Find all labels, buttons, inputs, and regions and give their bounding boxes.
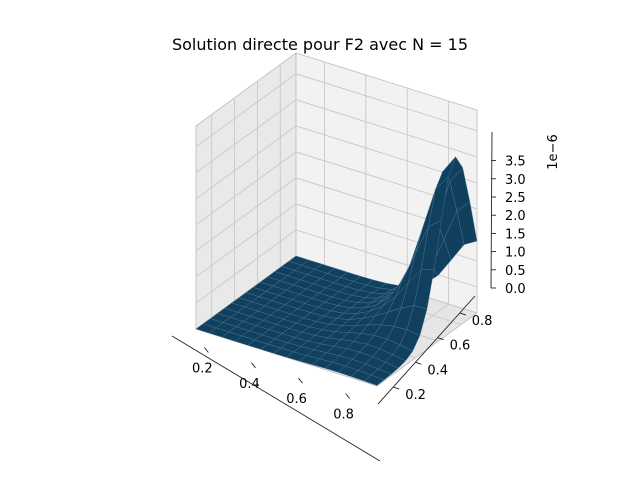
y-axis-line [377,295,476,405]
z-gridline [195,177,478,252]
y-tick-mark [415,361,422,365]
z-tick-label: 2.5 [505,191,526,206]
x-tick-mark [298,377,303,384]
y-tick-mark [437,337,444,341]
z-gridline [195,73,478,148]
z-tick-label: 3.0 [505,173,526,188]
y-axis-ticks: 0.20.40.60.8 [393,312,493,403]
axis-lines [171,131,493,462]
z-axis-line [490,131,493,289]
z-axis-ticks: 0.0 0.5 1.0 1.5 2.0 2.5 3.0 3.5 [491,155,526,297]
y-tick-mark [459,312,466,316]
y-tick-label: 0.2 [405,388,426,403]
z-gridline [195,151,478,226]
y-tick-label: 0.4 [427,363,448,378]
z-gridline [195,125,478,200]
surface-mesh [195,156,478,386]
x-axis-ticks: 0.2 0.4 0.6 0.8 [192,347,354,422]
y-tick-label: 0.8 [472,314,493,329]
z-tick-label: 0.0 [505,282,526,297]
z-tick-label: 1.5 [505,227,526,242]
surface-cell [363,375,385,386]
x-tick-label: 0.2 [192,362,213,377]
x-tick-label: 0.6 [286,392,307,407]
z-offset-label: 1e−6 [546,134,561,169]
z-gridline [195,203,478,278]
x-axis-line [171,335,381,462]
z-tick-label: 0.5 [505,264,526,279]
z-tick-label: 1.0 [505,246,526,261]
chart-title: Solution directe pour F2 avec N = 15 [172,35,468,54]
z-tick-label: 2.0 [505,209,526,224]
x-tick-mark [251,362,256,369]
z-gridline [195,99,478,174]
x-tick-mark [345,393,350,399]
x-tick-label: 0.4 [239,377,260,392]
y-tick-label: 0.6 [450,339,471,354]
x-tick-mark [204,347,209,353]
x-tick-label: 0.8 [333,407,354,422]
y-tick-mark [393,386,400,390]
z-tick-label: 3.5 [505,155,526,170]
